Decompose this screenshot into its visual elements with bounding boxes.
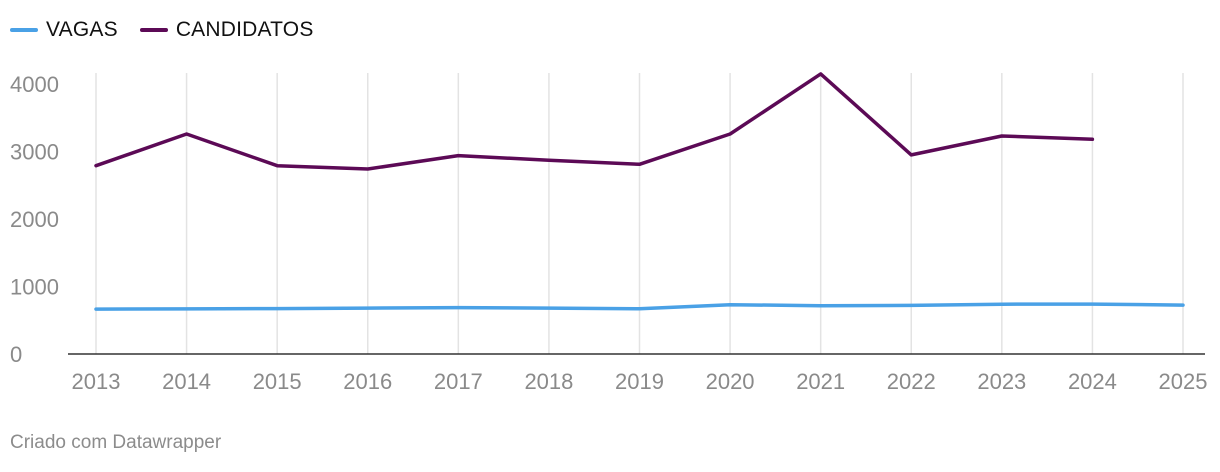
y-tick-label-2000: 2000 [10, 207, 59, 232]
y-tick-label-0: 0 [10, 342, 22, 367]
x-tick-label-2017: 2017 [434, 369, 483, 394]
y-tick-label-3000: 3000 [10, 140, 59, 165]
legend-swatch-vagas [10, 28, 38, 32]
y-tick-label-1000: 1000 [10, 275, 59, 300]
series-line-vagas [94, 302, 1185, 311]
x-tick-label-2013: 2013 [72, 369, 121, 394]
x-tick-label-2016: 2016 [343, 369, 392, 394]
series-line-candidatos [94, 72, 1095, 171]
x-tick-label-2015: 2015 [253, 369, 302, 394]
legend-label-candidatos: CANDIDATOS [175, 18, 314, 41]
x-tick-label-2024: 2024 [1068, 369, 1117, 394]
x-tick-label-2025: 2025 [1159, 369, 1208, 394]
x-tick-label-2018: 2018 [524, 369, 573, 394]
legend-label-vagas: VAGAS [46, 18, 118, 41]
legend-item-vagas: VAGAS [10, 18, 118, 42]
x-tick-label-2020: 2020 [706, 369, 755, 394]
legend: VAGAS CANDIDATOS [10, 15, 314, 45]
x-tick-label-2021: 2021 [796, 369, 845, 394]
x-tick-label-2019: 2019 [615, 369, 664, 394]
x-tick-label-2022: 2022 [887, 369, 936, 394]
legend-swatch-candidatos [139, 28, 168, 32]
credit-text: Criado com Datawrapper [10, 432, 222, 453]
x-tick-label-2014: 2014 [162, 369, 211, 394]
x-tick-label-2023: 2023 [977, 369, 1026, 394]
y-tick-label-4000: 4000 [10, 72, 59, 97]
legend-item-candidatos: CANDIDATOS [139, 18, 314, 42]
line-chart: 0 1000 2000 3000 4000 2013 2014 2015 2016 2017 201… [10, 72, 1208, 394]
